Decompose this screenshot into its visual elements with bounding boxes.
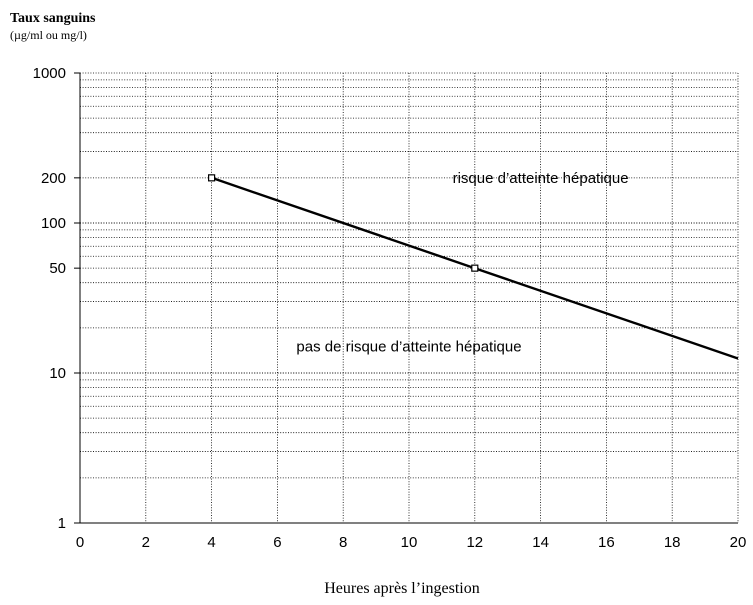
y-axis-title: Taux sanguins	[10, 11, 96, 26]
y-tick-label: 10	[49, 365, 66, 382]
x-tick-label: 12	[466, 534, 483, 551]
y-axis-unit: (µg/ml ou mg/l)	[10, 28, 87, 42]
region-annotation: risque d’atteinte hépatique	[453, 170, 629, 187]
x-tick-label: 20	[730, 534, 747, 551]
y-tick-label: 50	[49, 260, 66, 277]
x-tick-label: 10	[401, 534, 418, 551]
x-tick-label: 8	[339, 534, 347, 551]
y-tick-label: 1000	[33, 65, 66, 82]
data-point-marker	[471, 264, 479, 272]
y-tick-label: 200	[41, 170, 66, 187]
y-tick-label: 1	[58, 515, 66, 532]
tick-layer: 0 2 4 6 8 10 12 14 16 18 20 1000 200 100 50 10 1	[33, 65, 747, 551]
x-tick-label: 14	[532, 534, 549, 551]
x-tick-label: 18	[664, 534, 681, 551]
x-tick-label: 16	[598, 534, 615, 551]
x-axis-title: Heures après l’ingestion	[324, 580, 480, 597]
x-tick-label: 0	[76, 534, 84, 551]
x-tick-label: 6	[273, 534, 281, 551]
annotation-layer: risque d’atteinte hépatique pas de risque…	[296, 170, 628, 356]
data-point-marker	[208, 174, 216, 182]
grid-layer	[79, 72, 739, 524]
y-tick-label: 100	[41, 215, 66, 232]
line-layer	[208, 174, 739, 360]
x-tick-label: 4	[207, 534, 215, 551]
region-annotation: pas de risque d’atteinte hépatique	[296, 339, 521, 356]
x-tick-label: 2	[142, 534, 150, 551]
